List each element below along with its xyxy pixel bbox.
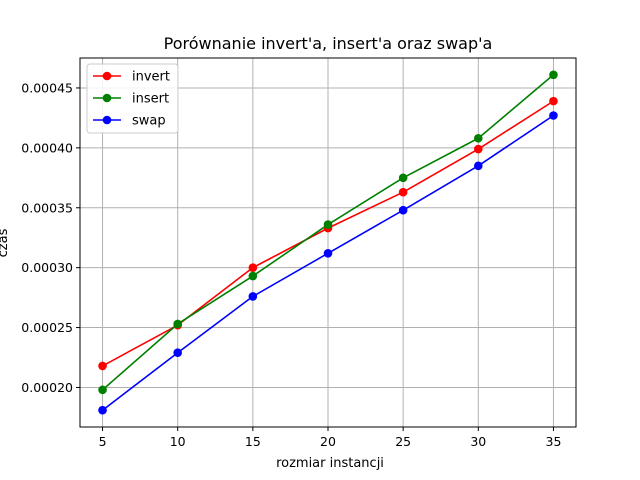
x-axis: 5 10 15 20 25 30 35	[99, 427, 562, 449]
data-point-insert	[173, 319, 182, 329]
data-point-swap	[98, 405, 107, 415]
y-axis: 0.00020 0.00025 0.00030 0.00035 0.00040 0.000…	[21, 80, 80, 395]
x-tick-label: 35	[546, 434, 562, 449]
y-tick-label: 0.00020	[21, 380, 73, 395]
legend-marker	[102, 93, 112, 103]
series-insert	[98, 70, 558, 395]
x-tick-label: 25	[395, 434, 411, 449]
x-tick-label: 10	[170, 434, 186, 449]
data-point-invert	[474, 144, 483, 154]
legend-label: swap	[132, 114, 166, 129]
legend: invert insert swap	[86, 63, 179, 134]
x-tick-label: 30	[470, 434, 486, 449]
data-point-swap	[323, 248, 333, 258]
chart-title: Porównanie invert'a, insert'a oraz swap'…	[164, 34, 493, 53]
data-point-insert	[248, 271, 258, 281]
legend-item-invert: invert	[93, 70, 170, 85]
legend-marker	[102, 71, 112, 81]
y-tick-label: 0.00035	[21, 200, 73, 215]
x-tick-label: 20	[320, 434, 336, 449]
legend-box	[86, 63, 179, 134]
data-point-swap	[549, 111, 558, 120]
data-point-insert	[398, 173, 408, 183]
series-swap	[98, 111, 558, 415]
y-tick-label: 0.00030	[21, 260, 73, 275]
data-point-swap	[398, 205, 408, 215]
legend-label: insert	[132, 92, 169, 107]
legend-item-insert: insert	[93, 92, 169, 107]
series-layer	[98, 70, 558, 415]
data-point-invert	[398, 187, 408, 197]
data-point-insert	[549, 70, 558, 80]
x-tick-label: 15	[245, 434, 261, 449]
grid	[80, 58, 576, 427]
data-point-swap	[173, 348, 182, 358]
y-tick-label: 0.00040	[21, 140, 73, 155]
legend-item-swap: swap	[93, 114, 166, 129]
data-point-invert	[549, 96, 558, 106]
legend-label: invert	[132, 70, 170, 85]
data-point-insert	[98, 385, 107, 395]
data-point-invert	[98, 361, 107, 371]
data-point-insert	[474, 133, 483, 143]
legend-marker	[102, 115, 112, 125]
data-point-swap	[248, 292, 258, 301]
x-axis-title: rozmiar instancji	[276, 456, 384, 471]
y-tick-label: 0.00045	[21, 80, 73, 95]
data-point-swap	[474, 161, 483, 171]
y-tick-label: 0.00025	[21, 320, 73, 335]
y-axis-title: czas	[0, 228, 11, 257]
data-point-insert	[323, 220, 333, 229]
x-tick-label: 5	[99, 434, 107, 449]
data-point-invert	[248, 263, 258, 272]
